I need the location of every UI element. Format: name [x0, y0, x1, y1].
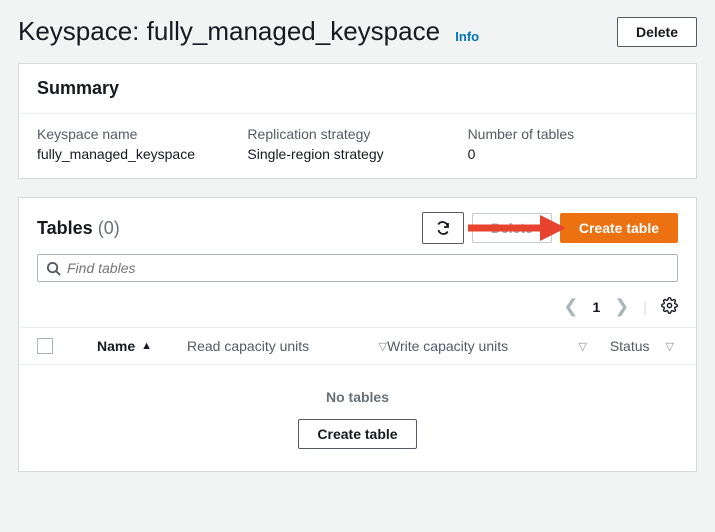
- search-input[interactable]: [67, 260, 669, 276]
- empty-state: No tables Create table: [19, 365, 696, 471]
- filter-icon: ▽: [579, 340, 587, 353]
- column-name-label: Name: [97, 338, 135, 354]
- create-table-button[interactable]: Create table: [560, 213, 678, 243]
- tables-title: Tables (0): [37, 218, 120, 239]
- refresh-icon: [435, 220, 451, 236]
- filter-icon: ▽: [379, 340, 387, 353]
- sort-asc-icon: ▲: [141, 340, 152, 352]
- delete-keyspace-button[interactable]: Delete: [617, 17, 697, 47]
- page-next-button[interactable]: ❯: [614, 296, 629, 317]
- empty-create-table-button[interactable]: Create table: [298, 419, 416, 449]
- summary-panel: Summary Keyspace name fully_managed_keys…: [18, 63, 697, 179]
- summary-label-keyspace: Keyspace name: [37, 126, 231, 142]
- summary-label-tablecount: Number of tables: [468, 126, 662, 142]
- column-header-write[interactable]: Write capacity units ▽: [387, 338, 587, 354]
- page-title: Keyspace: fully_managed_keyspace: [18, 16, 447, 46]
- keyspace-name: fully_managed_keyspace: [147, 16, 440, 46]
- column-write-label: Write capacity units: [387, 338, 508, 354]
- filter-icon: ▽: [666, 340, 674, 353]
- summary-value-tablecount: 0: [468, 146, 662, 162]
- column-status-label: Status: [610, 338, 650, 354]
- column-read-label: Read capacity units: [187, 338, 309, 354]
- tables-panel: Tables (0) Delete Create table: [18, 197, 697, 472]
- refresh-button[interactable]: [422, 212, 464, 244]
- info-link[interactable]: Info: [455, 29, 479, 44]
- search-icon: [46, 261, 61, 276]
- page-current: 1: [592, 299, 600, 315]
- search-box[interactable]: [37, 254, 678, 282]
- table-header-row: Name ▲ Read capacity units ▽ Write capac…: [19, 327, 696, 365]
- tables-title-text: Tables: [37, 218, 93, 238]
- title-prefix: Keyspace:: [18, 16, 147, 46]
- select-all-checkbox[interactable]: [37, 338, 53, 354]
- summary-label-replication: Replication strategy: [247, 126, 451, 142]
- table-settings-button[interactable]: [661, 297, 678, 317]
- summary-value-keyspace: fully_managed_keyspace: [37, 146, 231, 162]
- summary-value-replication: Single-region strategy: [247, 146, 451, 162]
- column-header-read[interactable]: Read capacity units ▽: [187, 338, 387, 354]
- page-prev-button[interactable]: ❮: [563, 296, 578, 317]
- empty-message: No tables: [19, 389, 696, 405]
- column-header-name[interactable]: Name ▲: [97, 338, 187, 354]
- gear-icon: [661, 297, 678, 314]
- delete-table-button[interactable]: Delete: [472, 213, 552, 243]
- tables-count: (0): [98, 218, 120, 238]
- column-header-status[interactable]: Status ▽: [587, 338, 678, 354]
- summary-title: Summary: [37, 78, 678, 99]
